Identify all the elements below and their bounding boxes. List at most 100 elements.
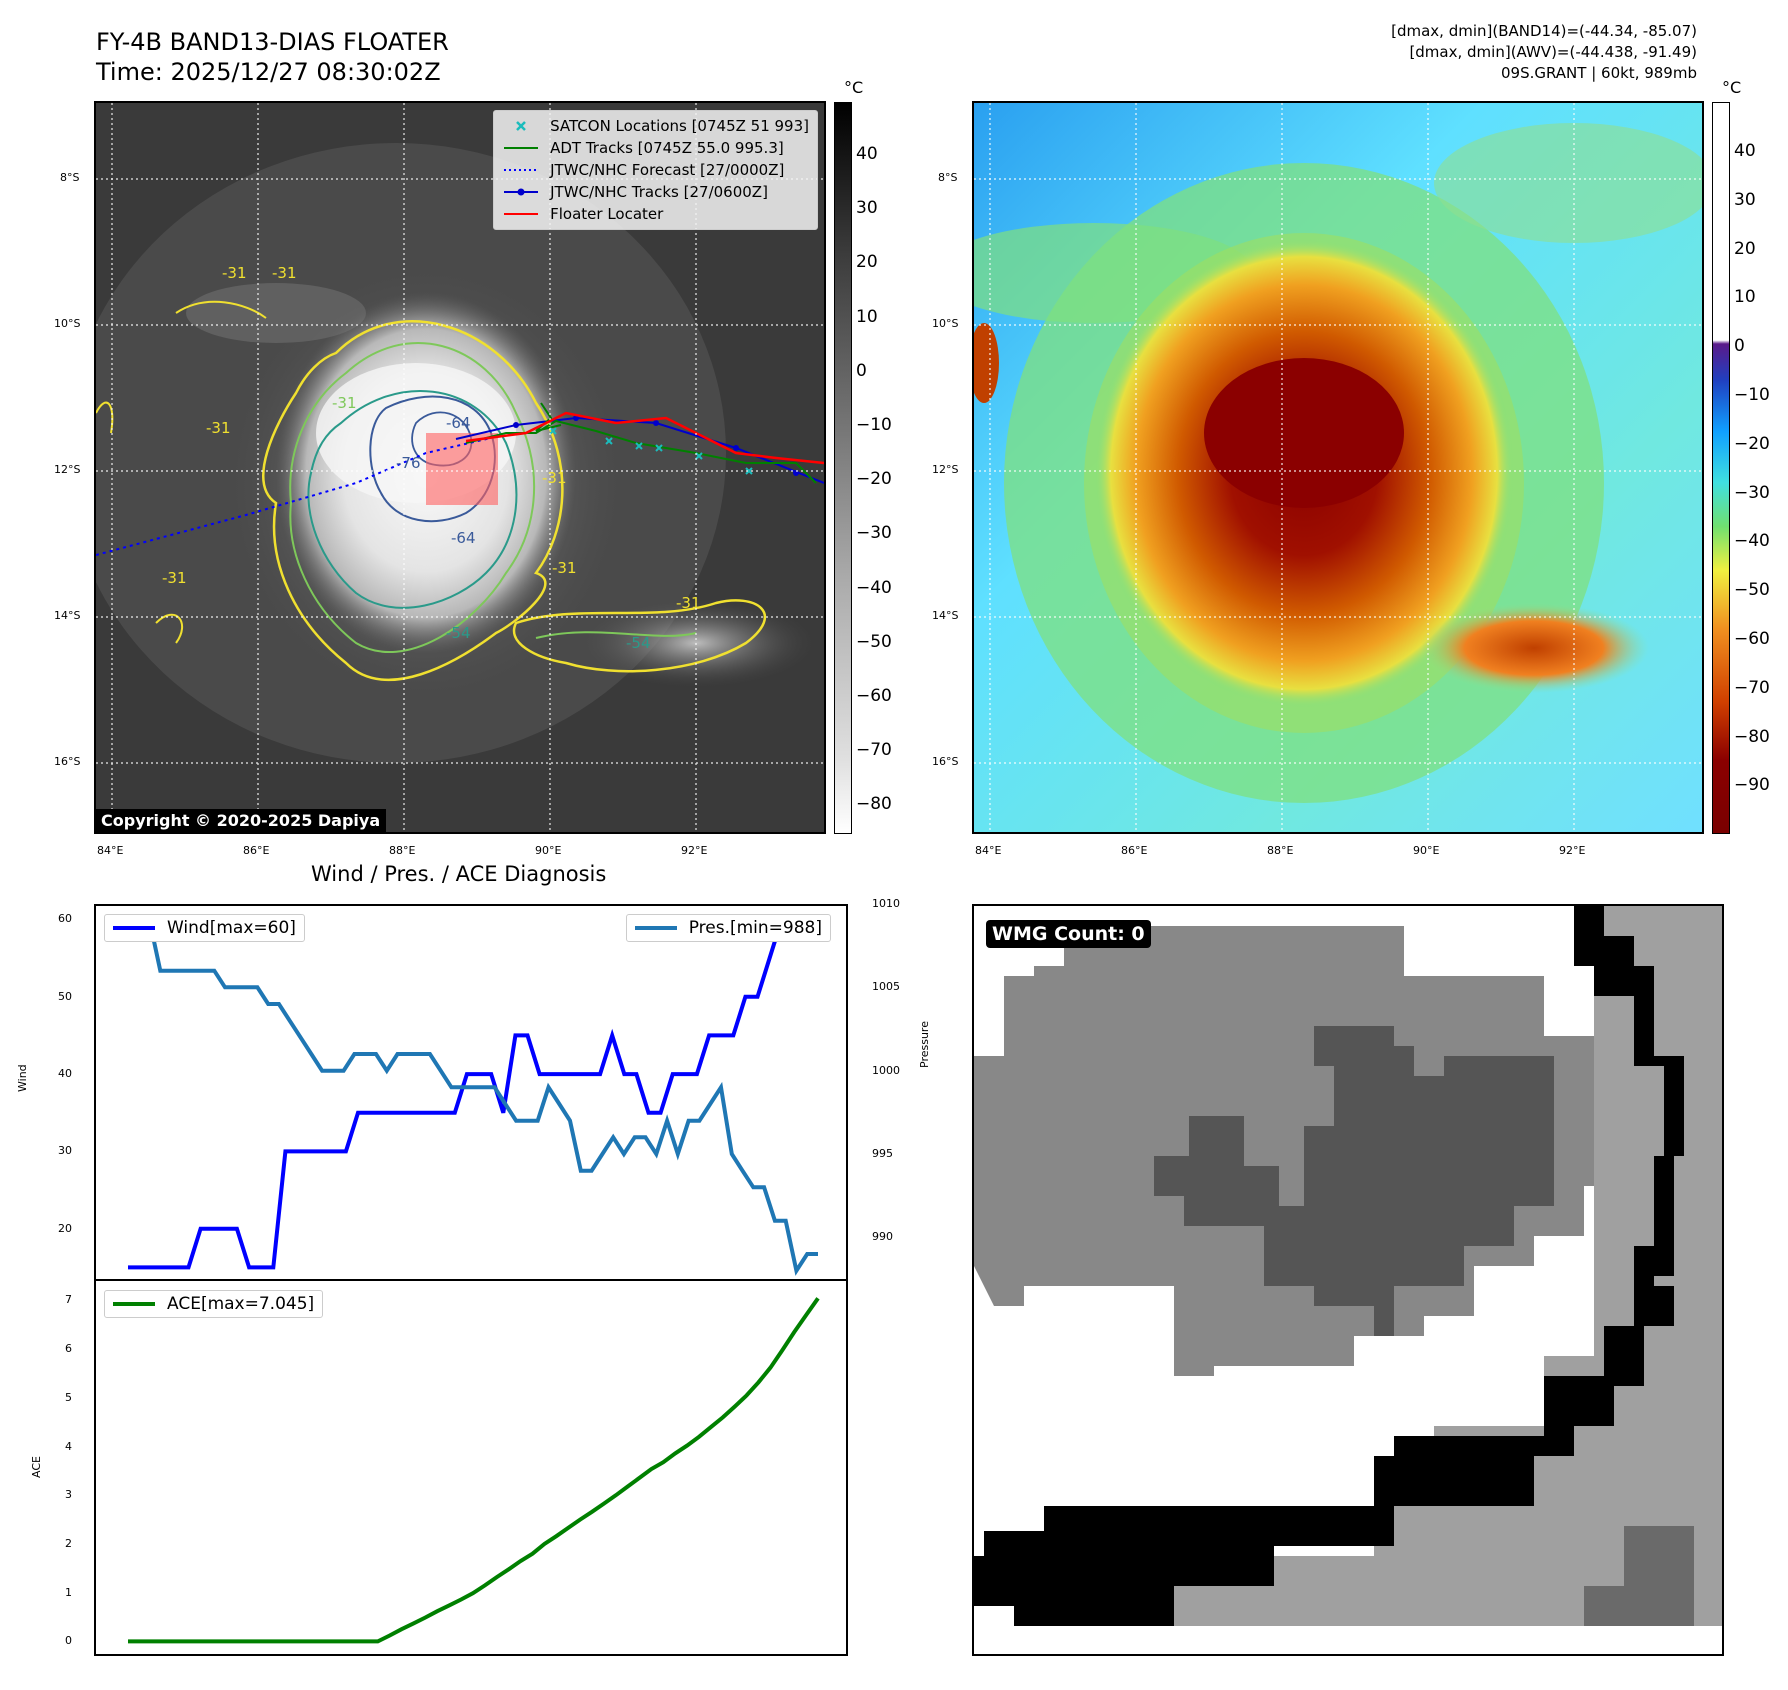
- lon-label: 92°E: [1559, 844, 1586, 857]
- contour-label: -31: [676, 594, 701, 612]
- adt-line-icon: [502, 140, 540, 156]
- wind-ylabel: Wind: [16, 1064, 29, 1092]
- colorbar-tick: 40: [856, 144, 878, 164]
- map-legend: SATCON Locations [0745Z 51 993] ADT Trac…: [493, 110, 818, 230]
- axis-tick-label: 1000: [872, 1063, 900, 1077]
- axis-tick-label: 5: [65, 1390, 72, 1404]
- colorbar-unit: °C: [1722, 78, 1742, 97]
- lat-label: 16°S: [932, 755, 959, 768]
- ace-legend: ACE[max=7.045]: [104, 1290, 324, 1318]
- colorbar-tick: 20: [856, 252, 878, 273]
- axis-tick-label: 1: [65, 1585, 72, 1599]
- ir-map-panel: -31 -31 -31 -31 -31 -31 -31 -76 -64 -64 …: [94, 101, 826, 834]
- legend-label: SATCON Locations [0745Z 51 993]: [550, 117, 809, 135]
- contour-label: -31: [542, 469, 567, 487]
- axis-tick-label: 60: [58, 912, 72, 926]
- colorbar-tick: −20: [1734, 433, 1770, 454]
- colorbar-tick: −70: [1734, 677, 1770, 698]
- lat-label: 14°S: [54, 609, 81, 622]
- colorbar-tick: 30: [1734, 189, 1756, 210]
- colorbar-tick: −90: [1734, 775, 1770, 796]
- lat-label: 14°S: [932, 609, 959, 622]
- contour-label: -31: [552, 559, 577, 577]
- lat-label: 8°S: [60, 171, 80, 184]
- lat-label: 10°S: [54, 317, 81, 330]
- lon-label: 84°E: [97, 844, 124, 857]
- dot-line-icon: [502, 184, 540, 200]
- diagnosis-title: Wind / Pres. / ACE Diagnosis: [311, 862, 607, 886]
- legend-label: ADT Tracks [0745Z 55.0 995.3]: [550, 139, 784, 157]
- colorbar-tick: 20: [1734, 238, 1756, 259]
- contour-label: -54: [626, 634, 651, 652]
- axis-tick-label: 1010: [872, 897, 900, 910]
- colorbar-tick: 10: [856, 306, 878, 327]
- lon-label: 90°E: [535, 844, 562, 857]
- enhanced-map-svg: [974, 103, 1702, 832]
- enhanced-map-panel: [972, 101, 1704, 834]
- info-line1: [dmax, dmin](BAND14)=(-44.34, -85.07): [1391, 22, 1697, 40]
- wind-legend-label: Wind[max=60]: [167, 918, 296, 938]
- dotted-line-icon: [502, 162, 540, 178]
- lon-label: 88°E: [1267, 844, 1294, 857]
- contour-label: -64: [451, 529, 476, 547]
- axis-tick-label: 0: [65, 1634, 72, 1648]
- colorbar-tick: 0: [1734, 336, 1745, 357]
- colorbar-tick: −20: [856, 469, 892, 490]
- colorbar-unit: °C: [844, 78, 864, 97]
- axis-tick-label: 6: [65, 1342, 72, 1356]
- wind-line-icon: [113, 926, 155, 930]
- satcon-marker-icon: [502, 118, 540, 134]
- lon-label: 90°E: [1413, 844, 1440, 857]
- contour-label: -54: [446, 624, 471, 642]
- contour-label: -31: [332, 394, 357, 412]
- legend-label: JTWC/NHC Forecast [27/0000Z]: [550, 161, 785, 179]
- info-line3: 09S.GRANT | 60kt, 989mb: [1500, 64, 1697, 82]
- axis-tick-label: 2: [65, 1536, 72, 1550]
- gray-colorbar: [834, 102, 852, 834]
- colorbar-tick: −70: [856, 740, 892, 761]
- pres-legend: Pres.[min=988]: [625, 914, 831, 942]
- colorbar-tick: 40: [1734, 141, 1756, 161]
- diagnosis-divider: [94, 1279, 848, 1281]
- axis-tick-label: 4: [65, 1439, 72, 1453]
- colorbar-tick: −10: [856, 415, 892, 435]
- colorbar-tick: −30: [856, 523, 892, 544]
- axis-tick-label: 1005: [872, 980, 900, 994]
- legend-item-jtwc-tracks: JTWC/NHC Tracks [27/0600Z]: [502, 181, 809, 203]
- colorbar-tick: −40: [1734, 531, 1770, 552]
- axis-tick-label: 20: [58, 1221, 72, 1235]
- colorbar-tick: 30: [856, 198, 878, 219]
- lat-label: 12°S: [932, 463, 959, 476]
- ace-ylabel: ACE: [30, 1456, 43, 1478]
- ace-series-line: [128, 1297, 820, 1644]
- lat-label: 10°S: [932, 317, 959, 330]
- colorbar-tick: −80: [1734, 726, 1770, 747]
- colorbar-tick: −60: [856, 686, 892, 706]
- colorbar-tick: −50: [1734, 580, 1770, 601]
- axis-tick-label: 30: [58, 1144, 72, 1158]
- lon-label: 84°E: [975, 844, 1002, 857]
- contour-label: -31: [162, 569, 187, 587]
- legend-label: JTWC/NHC Tracks [27/0600Z]: [550, 183, 768, 201]
- legend-item-adt: ADT Tracks [0745Z 55.0 995.3]: [502, 137, 809, 159]
- colorbar-tick: 10: [1734, 287, 1756, 308]
- lon-label: 88°E: [389, 844, 416, 857]
- pres-line-icon: [634, 926, 677, 930]
- axis-tick-label: 7: [65, 1293, 72, 1307]
- ace-legend-label: ACE[max=7.045]: [167, 1294, 315, 1314]
- contour-label: -31: [272, 264, 297, 282]
- pres-legend-label: Pres.[min=988]: [688, 918, 822, 938]
- axis-tick-label: 995: [872, 1147, 893, 1160]
- wind-legend: Wind[max=60]: [104, 914, 305, 942]
- legend-item-satcon: SATCON Locations [0745Z 51 993]: [502, 115, 809, 137]
- axis-tick-label: 50: [58, 989, 72, 1003]
- legend-label: Floater Locater: [550, 205, 664, 223]
- rainbow-colorbar: [1712, 102, 1730, 834]
- contour-label: -31: [222, 264, 247, 282]
- lon-label: 92°E: [681, 844, 708, 857]
- red-line-icon: [502, 206, 540, 222]
- lat-label: 12°S: [54, 463, 81, 476]
- pres-ylabel: Pressure: [918, 1021, 931, 1068]
- axis-tick-label: 40: [58, 1067, 72, 1081]
